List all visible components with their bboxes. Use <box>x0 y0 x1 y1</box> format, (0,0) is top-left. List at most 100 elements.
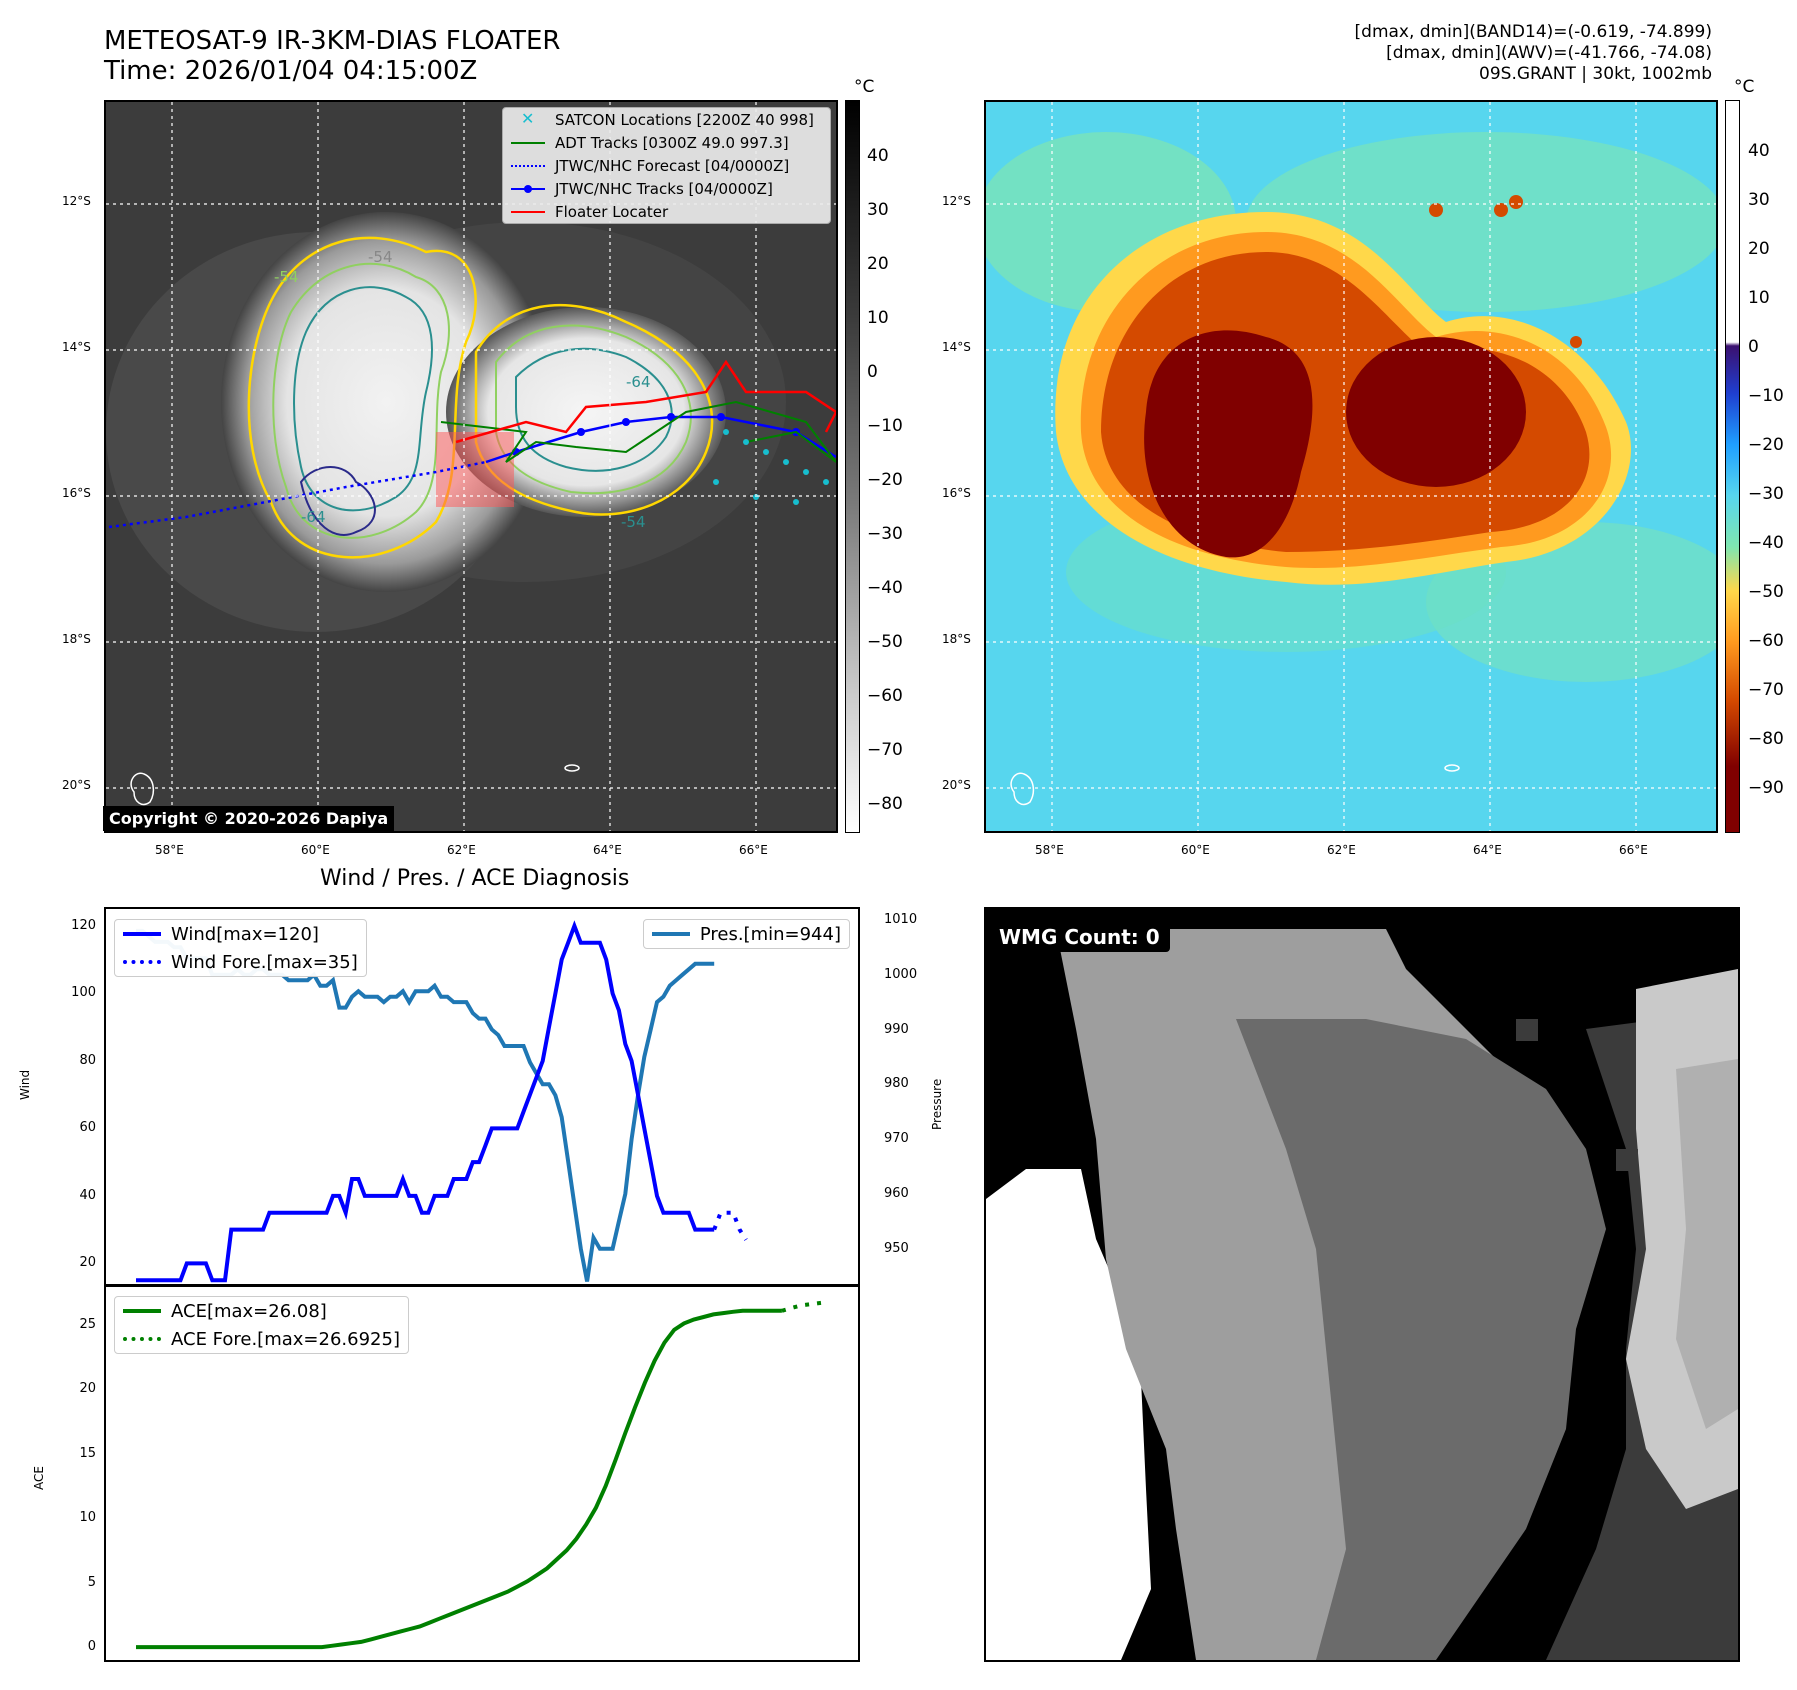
dotted-line-icon <box>123 1337 161 1341</box>
contour-label: -54 <box>621 513 646 531</box>
lat-label: 20°S <box>62 778 91 792</box>
colorbar-tick: −40 <box>867 578 903 598</box>
ir-colorbar-unit: °C <box>854 77 875 97</box>
line-swatch-icon <box>511 205 545 219</box>
colorbar-tick: −30 <box>1748 484 1784 504</box>
colorbar-tick: −20 <box>1748 435 1784 455</box>
x-marker-icon: ✕ <box>521 108 535 128</box>
legend-item-adt: ADT Tracks [0300Z 49.0 997.3] <box>503 131 830 154</box>
axis-tick-label: 20 <box>79 1381 96 1397</box>
colorbar-tick: −70 <box>1748 680 1784 700</box>
info-line-2: [dmax, dmin](AWV)=(-41.766, -74.08) <box>1386 43 1712 63</box>
ir-gridlines <box>106 102 836 831</box>
axis-tick-label: 80 <box>79 1052 96 1068</box>
axis-tick-label: 990 <box>884 1021 909 1037</box>
ir-legend: ✕ SATCON Locations [2200Z 40 998] ADT Tra… <box>502 107 831 224</box>
lat-label: 18°S <box>942 632 971 646</box>
colorbar-tick: −40 <box>1748 533 1784 553</box>
wind-legend: Wind[max=120] Wind Fore.[max=35] <box>114 919 367 977</box>
info-line-3: 09S.GRANT | 30kt, 1002mb <box>1479 64 1712 84</box>
lon-label: 62°E <box>447 843 476 857</box>
ace-line <box>136 1308 782 1650</box>
contour-label: -54 <box>274 268 299 286</box>
lon-label: 66°E <box>1619 843 1648 857</box>
awv-colorbar <box>1725 100 1740 833</box>
contour-label: -64 <box>626 373 651 391</box>
lon-label: 58°E <box>1035 843 1064 857</box>
colorbar-tick: −80 <box>1748 729 1784 749</box>
wind-axis-label: Wind <box>18 1069 32 1100</box>
legend-item-ace: ACE[max=26.08] <box>115 1297 408 1325</box>
axis-tick-label: 40 <box>79 1187 96 1203</box>
axis-tick-label: 960 <box>884 1185 909 1201</box>
awv-small-cells <box>1429 195 1582 348</box>
ir-image-panel: -54 -64 -54 -64 -54 ✕ SATCON Locations [2… <box>104 100 838 833</box>
axis-tick-label: 15 <box>79 1445 96 1461</box>
awv-image-panel <box>984 100 1718 833</box>
colorbar-tick: 0 <box>867 362 878 382</box>
colorbar-tick: 10 <box>867 308 889 328</box>
ace-legend: ACE[max=26.08] ACE Fore.[max=26.6925] <box>114 1296 409 1354</box>
lat-label: 20°S <box>942 778 971 792</box>
copyright-badge: Copyright © 2020-2026 Dapiya <box>103 806 395 831</box>
lon-label: 60°E <box>1181 843 1210 857</box>
axis-tick-label: 10 <box>79 1510 96 1526</box>
colorbar-tick: 0 <box>1748 337 1759 357</box>
line-swatch-icon <box>651 932 690 936</box>
wmg-image <box>986 909 1738 1660</box>
wind-line <box>136 920 715 1283</box>
awv-colorbar-unit: °C <box>1734 77 1755 97</box>
colorbar-tick: −20 <box>867 470 903 490</box>
island-outline <box>564 764 580 772</box>
axis-tick-label: 120 <box>71 917 96 933</box>
contour-label: -64 <box>301 508 326 526</box>
main-title: METEOSAT-9 IR-3KM-DIAS FLOATER Time: 2026… <box>104 26 560 86</box>
axis-tick-label: 980 <box>884 1076 909 1092</box>
ace-forecast-line <box>781 1300 822 1313</box>
island-outline <box>130 772 155 806</box>
legend-item-wind: Wind[max=120] <box>115 920 366 948</box>
colorbar-tick: 30 <box>867 200 889 220</box>
contour-teal-east <box>515 347 673 472</box>
pressure-line <box>136 928 715 1282</box>
lat-label: 14°S <box>62 340 91 354</box>
title-line-2: Time: 2026/01/04 04:15:00Z <box>104 56 478 86</box>
colorbar-tick: −80 <box>867 794 903 814</box>
island-outline <box>1010 772 1035 806</box>
lon-label: 66°E <box>739 843 768 857</box>
legend-item-pres: Pres.[min=944] <box>644 920 849 948</box>
axis-tick-label: 60 <box>79 1120 96 1136</box>
legend-item-wind-fore: Wind Fore.[max=35] <box>115 948 366 976</box>
floater-track <box>455 359 836 444</box>
info-block: [dmax, dmin](BAND14)=(-0.619, -74.899) [… <box>1355 22 1712 85</box>
lat-label: 14°S <box>942 340 971 354</box>
ir-colorbar <box>845 100 860 833</box>
adt-track <box>440 400 836 463</box>
axis-tick-label: 25 <box>79 1316 96 1332</box>
colorbar-tick: −60 <box>1748 631 1784 651</box>
dotted-line-icon <box>511 159 545 173</box>
contour-yellow-east <box>474 303 714 516</box>
axis-tick-label: 0 <box>87 1639 96 1655</box>
colorbar-tick: −10 <box>1748 386 1784 406</box>
axis-tick-label: 5 <box>87 1574 96 1590</box>
colorbar-tick: 30 <box>1748 190 1770 210</box>
contour-label: -54 <box>368 248 393 266</box>
ace-svg <box>136 1300 822 1650</box>
colorbar-tick: −10 <box>867 416 903 436</box>
contour-teal-west <box>293 286 433 512</box>
colorbar-tick: −50 <box>867 632 903 652</box>
pres-legend: Pres.[min=944] <box>642 919 850 949</box>
colorbar-tick: −60 <box>867 686 903 706</box>
lon-label: 64°E <box>1473 843 1502 857</box>
lat-label: 12°S <box>62 194 91 208</box>
axis-tick-label: 970 <box>884 1131 909 1147</box>
lon-label: 62°E <box>1327 843 1356 857</box>
contour-navy-core <box>299 466 376 536</box>
wind-forecast-line <box>712 1210 748 1241</box>
colorbar-tick: 10 <box>1748 288 1770 308</box>
awv-gridlines <box>986 102 1716 831</box>
lon-label: 58°E <box>155 843 184 857</box>
legend-item-floater: Floater Locater <box>503 200 830 223</box>
dotted-line-icon <box>123 960 161 964</box>
